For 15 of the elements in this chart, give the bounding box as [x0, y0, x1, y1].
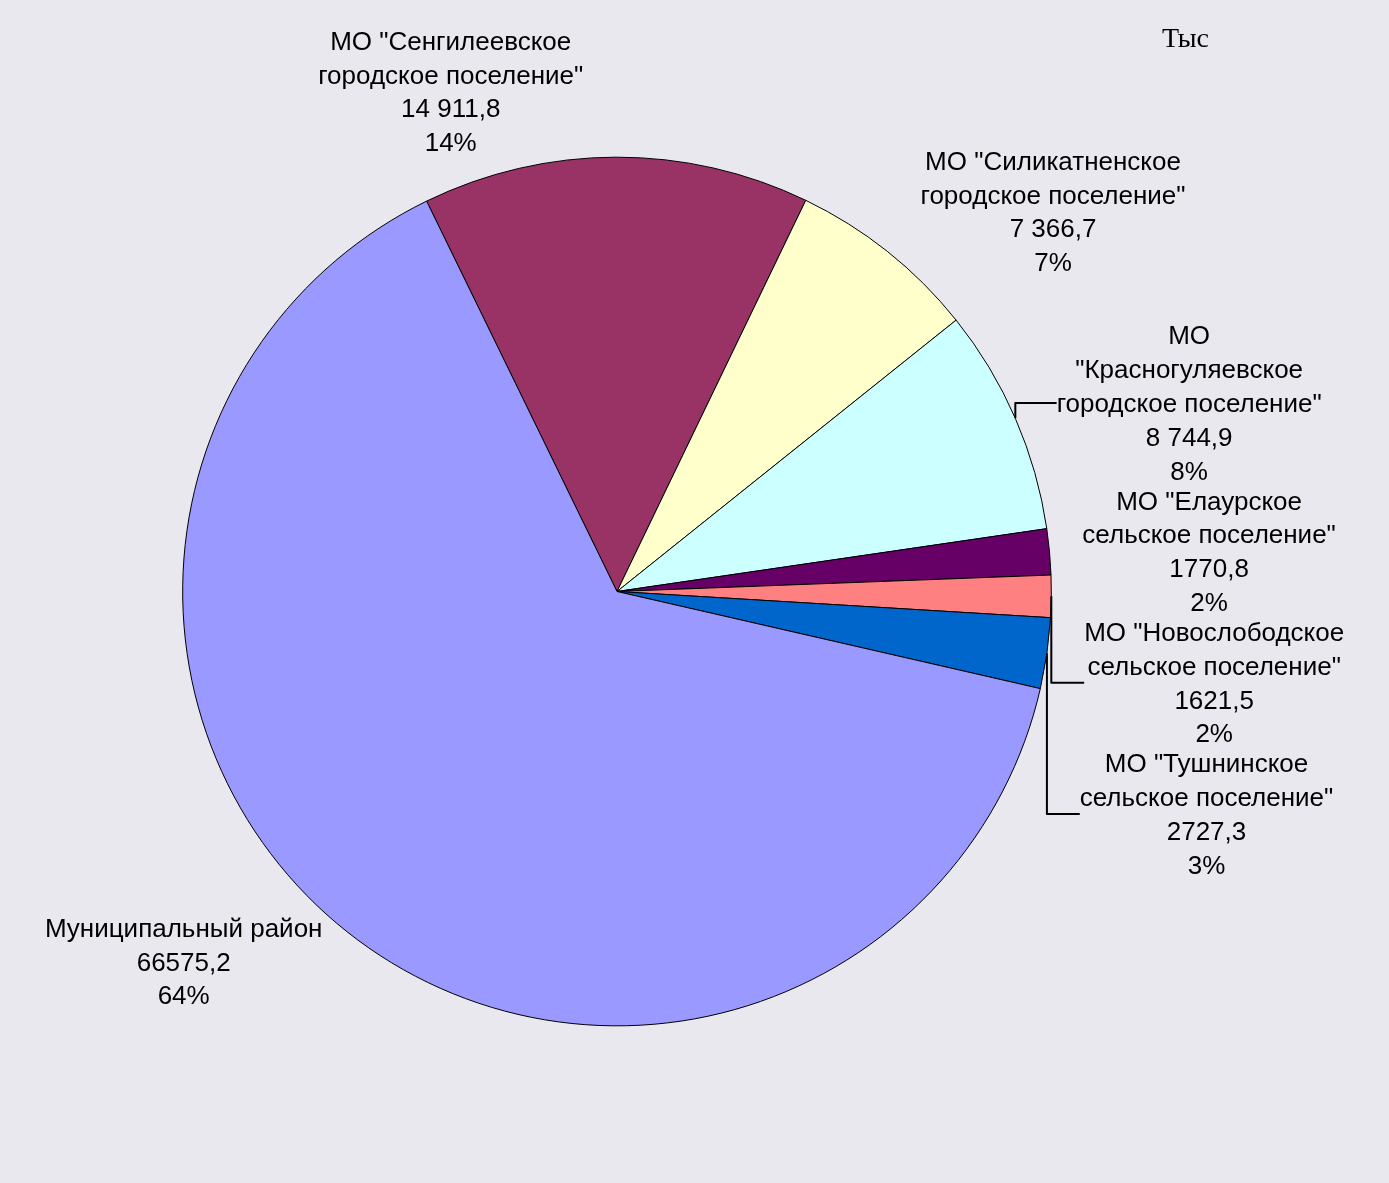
text: Тыс	[1162, 22, 1209, 53]
slice-label: МО "Елаурское сельское поселение"	[1082, 485, 1336, 550]
data-label: 2727,3 3%	[1166, 815, 1247, 880]
slice-label: МО "Сенгилеевское городское поселение"	[318, 25, 584, 90]
data-label: 8 744,9 8%	[1145, 421, 1233, 486]
data-label: 14 911,8 14%	[401, 93, 501, 158]
slice-label: МО "Силикатненское городское поселение"	[920, 145, 1186, 210]
slice-label: МО "Красногуляевское городское поселение"	[1056, 320, 1322, 418]
data-label: 66575,2 64%	[136, 946, 231, 1011]
slice-label: МО "Новослободское сельское поселение"	[1084, 616, 1345, 681]
data-label: 7 366,7 7%	[1009, 213, 1097, 278]
slice-label: МО "Тушнинское сельское поселение"	[1079, 748, 1334, 813]
data-label: 1770,8 2%	[1169, 553, 1249, 617]
data-label: 1621,5 2%	[1174, 684, 1254, 749]
slice-label: Муниципальный район	[44, 912, 323, 943]
